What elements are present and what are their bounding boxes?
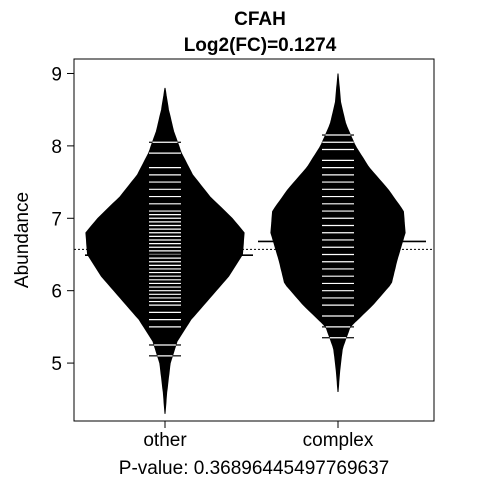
bean-complex — [258, 73, 426, 393]
x-tick-label: other — [143, 430, 187, 451]
y-axis: 5 6 7 8 9 — [51, 64, 74, 375]
y-tick-label: 8 — [51, 137, 62, 158]
bean-other — [85, 87, 253, 414]
x-axis-label: P-value: 0.36896445497769637 — [119, 458, 389, 479]
y-tick-label: 5 — [51, 354, 62, 375]
chart-subtitle: Log2(FC)=0.1274 — [184, 35, 337, 56]
chart-title: CFAH — [234, 9, 286, 30]
y-axis-label: Abundance — [12, 192, 33, 288]
y-tick-label: 9 — [51, 64, 62, 85]
y-tick-label: 7 — [51, 209, 62, 230]
beans-layer — [74, 73, 434, 414]
y-tick-label: 6 — [51, 282, 62, 303]
x-tick-label: complex — [303, 430, 374, 451]
plot-frame — [73, 58, 435, 422]
x-axis: other complex — [143, 421, 374, 451]
